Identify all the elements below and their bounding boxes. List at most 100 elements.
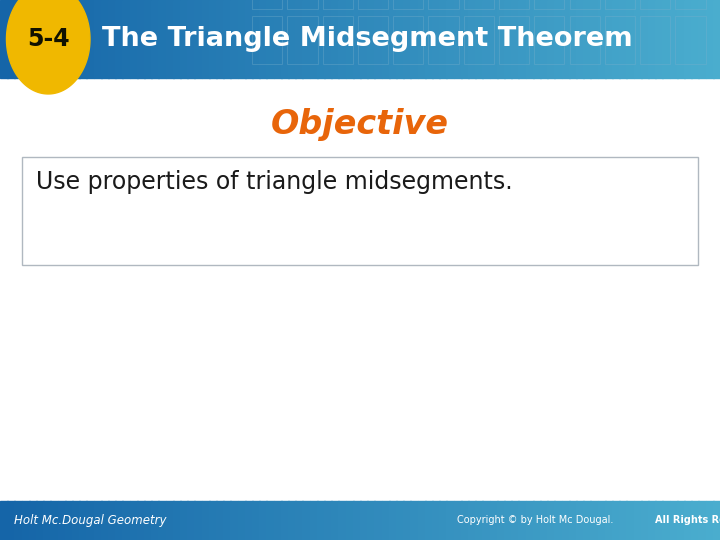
Bar — [281, 501, 289, 540]
Bar — [583, 0, 591, 78]
Bar — [166, 501, 174, 540]
Bar — [130, 0, 138, 78]
Bar — [648, 501, 656, 540]
Bar — [619, 501, 627, 540]
Bar — [7, 501, 15, 540]
Bar — [202, 501, 210, 540]
Bar — [374, 501, 382, 540]
Bar — [101, 0, 109, 78]
Bar — [288, 0, 296, 78]
Bar — [374, 0, 382, 78]
Bar — [698, 501, 706, 540]
Bar — [439, 0, 447, 78]
Bar — [238, 501, 246, 540]
Bar — [295, 501, 303, 540]
Bar — [641, 501, 649, 540]
Bar — [534, 0, 564, 9]
Bar — [504, 0, 512, 78]
Bar — [58, 0, 66, 78]
Bar — [547, 501, 555, 540]
Bar — [281, 0, 289, 78]
Bar — [7, 0, 15, 78]
Bar — [569, 0, 577, 78]
Bar — [274, 0, 282, 78]
Bar — [619, 0, 627, 78]
Bar — [302, 501, 310, 540]
Bar — [50, 0, 58, 78]
Bar — [499, 0, 529, 9]
Bar — [410, 501, 418, 540]
Bar — [554, 501, 562, 540]
Bar — [446, 0, 454, 78]
Bar — [425, 501, 433, 540]
Bar — [72, 501, 80, 540]
Bar — [382, 501, 390, 540]
Bar — [259, 501, 267, 540]
Bar — [670, 0, 678, 78]
Bar — [324, 0, 332, 78]
Text: Objective: Objective — [271, 107, 449, 141]
Bar — [194, 501, 202, 540]
Bar — [612, 501, 620, 540]
Bar — [626, 0, 634, 78]
Bar — [499, 16, 529, 64]
Text: The Triangle Midsegment Theorem: The Triangle Midsegment Theorem — [102, 26, 633, 52]
Bar — [324, 501, 332, 540]
Bar — [432, 0, 440, 78]
Bar — [367, 501, 375, 540]
Bar — [605, 16, 635, 64]
Bar — [360, 0, 368, 78]
Bar — [144, 501, 152, 540]
Bar — [605, 0, 635, 9]
Bar — [497, 501, 505, 540]
Bar — [367, 0, 375, 78]
Bar — [468, 0, 476, 78]
Bar — [287, 16, 318, 64]
Bar — [358, 0, 388, 9]
Bar — [14, 0, 22, 78]
Bar — [137, 501, 145, 540]
Bar — [562, 0, 570, 78]
Bar — [108, 0, 116, 78]
Bar — [122, 501, 130, 540]
Bar — [425, 0, 433, 78]
Bar — [144, 0, 152, 78]
Text: Copyright © by Holt Mc Dougal.: Copyright © by Holt Mc Dougal. — [457, 515, 617, 525]
Bar — [223, 501, 231, 540]
Bar — [677, 0, 685, 78]
Bar — [598, 501, 606, 540]
Bar — [655, 0, 663, 78]
Bar — [382, 0, 390, 78]
Bar — [393, 16, 423, 64]
Bar — [410, 0, 418, 78]
Bar — [562, 501, 570, 540]
Bar — [540, 0, 548, 78]
Bar — [252, 16, 282, 64]
Bar — [115, 501, 123, 540]
Bar — [534, 16, 564, 64]
Bar — [468, 501, 476, 540]
Bar — [194, 0, 202, 78]
Bar — [626, 501, 634, 540]
Bar — [439, 501, 447, 540]
Polygon shape — [6, 0, 90, 94]
Bar — [230, 0, 238, 78]
Bar — [428, 0, 459, 9]
Bar — [86, 0, 94, 78]
Bar — [446, 501, 454, 540]
Bar — [475, 501, 483, 540]
Bar — [490, 0, 498, 78]
Bar — [418, 0, 426, 78]
Bar — [518, 0, 526, 78]
Bar — [346, 501, 354, 540]
Bar — [569, 501, 577, 540]
Bar — [180, 501, 188, 540]
Bar — [130, 501, 138, 540]
Bar — [684, 501, 692, 540]
Bar — [540, 501, 548, 540]
Bar — [238, 0, 246, 78]
Bar — [641, 0, 649, 78]
Bar — [576, 0, 584, 78]
Bar — [86, 501, 94, 540]
Bar — [36, 0, 44, 78]
